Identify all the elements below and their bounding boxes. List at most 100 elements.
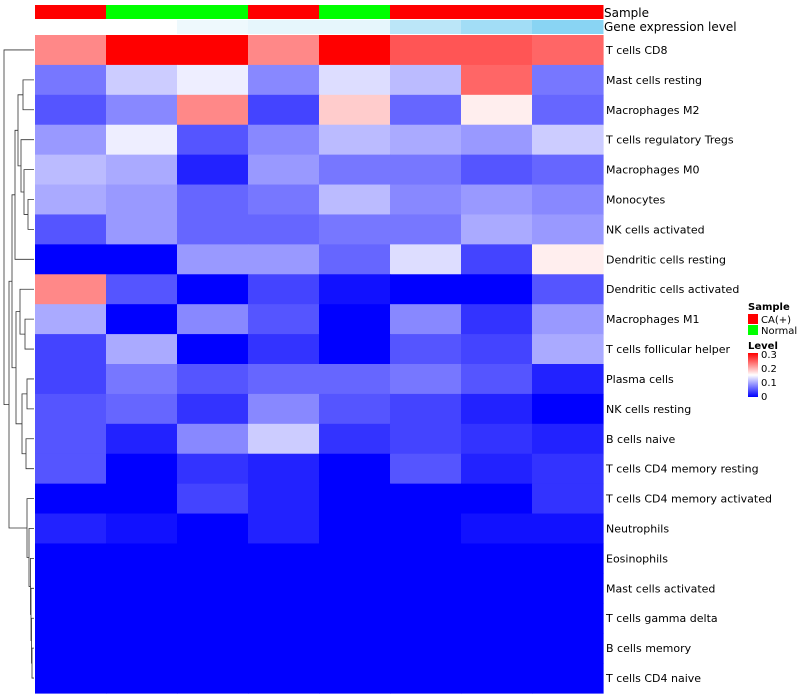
- heatmap-cell: [390, 154, 462, 186]
- heatmap-cell: [461, 124, 533, 156]
- heatmap-cell: [532, 453, 604, 485]
- heatmap-cell: [35, 244, 107, 275]
- heatmap-cell: [177, 64, 249, 96]
- heatmap-cell: [248, 393, 320, 425]
- heatmap-cell: [461, 214, 533, 245]
- heatmap-cell: [532, 184, 604, 216]
- gene-expression-annotation-cell: [319, 20, 391, 34]
- legend-label-ca-positive: CA(+): [761, 315, 791, 326]
- heatmap-cell: [106, 334, 178, 365]
- heatmap-cell: [390, 603, 462, 634]
- heatmap-cell: [106, 94, 178, 126]
- legend-tick-0-2: 0.2: [761, 364, 777, 375]
- heatmap-cell: [390, 393, 462, 425]
- row-label: T cells follicular helper: [605, 343, 731, 356]
- heatmap-cell: [35, 543, 107, 574]
- heatmap-cell: [248, 663, 320, 694]
- heatmap-cell: [461, 603, 533, 634]
- heatmap-cell: [390, 633, 462, 664]
- heatmap-cell: [319, 94, 391, 126]
- heatmap-cell: [177, 573, 249, 604]
- heatmap-cell: [35, 573, 107, 604]
- row-label: Eosinophils: [606, 552, 668, 565]
- heatmap-cell: [319, 304, 391, 335]
- heatmap-cell: [35, 274, 107, 305]
- heatmap-cell: [461, 393, 533, 425]
- heatmap-cell: [106, 154, 178, 186]
- heatmap-cell: [461, 94, 533, 126]
- dendrogram-branch: [28, 528, 34, 587]
- heatmap-cell: [248, 423, 320, 455]
- heatmap-cell: [390, 244, 462, 275]
- heatmap-cell: [177, 393, 249, 425]
- row-label: Macrophages M1: [606, 313, 699, 326]
- heatmap-cell: [532, 274, 604, 305]
- legend-sample-title: Sample: [748, 302, 790, 313]
- sample-annotation-cell: [390, 5, 462, 19]
- heatmap-cell: [35, 483, 107, 515]
- heatmap-cell: [248, 35, 320, 66]
- heatmap-cell: [390, 573, 462, 604]
- row-label: B cells naive: [606, 433, 675, 446]
- gene-expression-annotation-label: Gene expression level: [604, 20, 737, 34]
- heatmap-cell: [177, 364, 249, 395]
- heatmap-cell: [35, 603, 107, 634]
- heatmap-cell: [319, 423, 391, 455]
- heatmap-cell: [106, 214, 178, 245]
- heatmap-cell: [177, 214, 249, 245]
- heatmap-cell: [177, 663, 249, 694]
- row-label: T cells regulatory Tregs: [605, 134, 734, 147]
- heatmap-cell: [461, 35, 533, 66]
- heatmap-cell: [177, 513, 249, 545]
- dendrogram-branch: [3, 49, 34, 406]
- row-label: Mast cells resting: [606, 74, 702, 87]
- row-label: NK cells resting: [606, 403, 691, 416]
- dendrogram-branch: [26, 498, 34, 558]
- heatmap-cell: [248, 633, 320, 664]
- heatmap-cell: [532, 154, 604, 186]
- heatmap-cell: [532, 64, 604, 96]
- heatmap-cell: [106, 35, 178, 66]
- heatmap-cell: [248, 94, 320, 126]
- heatmap-cell: [461, 543, 533, 574]
- heatmap-cell: [177, 483, 249, 515]
- heatmap-cell: [461, 423, 533, 455]
- heatmap-cell: [35, 154, 107, 186]
- heatmap-cell: [532, 633, 604, 664]
- heatmap-cell: [532, 244, 604, 275]
- heatmap-cell: [106, 393, 178, 425]
- heatmap-cell: [390, 124, 462, 156]
- heatmap-cell: [532, 603, 604, 634]
- heatmap-cell: [390, 184, 462, 216]
- heatmap-cell: [390, 35, 462, 66]
- heatmap-cell: [35, 334, 107, 365]
- heatmap-cell: [35, 423, 107, 455]
- dendrogram-branch: [25, 438, 34, 470]
- row-label: T cells CD4 memory activated: [605, 493, 772, 506]
- gene-expression-annotation-cell: [248, 20, 320, 34]
- heatmap-cell: [248, 64, 320, 96]
- heatmap-cell: [461, 364, 533, 395]
- gene-expression-annotation-cell: [461, 20, 533, 34]
- legend-tick-0: 0: [761, 392, 767, 403]
- row-dendrogram: [3, 49, 34, 679]
- heatmap-cell: [390, 214, 462, 245]
- heatmap-cell: [532, 483, 604, 515]
- heatmap-cell: [248, 124, 320, 156]
- heatmap-cell: [390, 364, 462, 395]
- heatmap-cell: [177, 543, 249, 574]
- heatmap-cell: [461, 633, 533, 664]
- row-label: NK cells activated: [606, 223, 705, 236]
- heatmap-cell: [177, 423, 249, 455]
- gene-expression-annotation-bar: [35, 19, 604, 34]
- heatmap-cell: [461, 663, 533, 694]
- gene-expression-annotation-cell: [35, 20, 107, 34]
- heatmap-cell: [106, 603, 178, 634]
- heatmap-cell: [248, 154, 320, 186]
- sample-annotation-cell: [177, 5, 249, 19]
- heatmap-cell: [106, 274, 178, 305]
- heatmap-cell: [319, 214, 391, 245]
- heatmap-cell: [177, 334, 249, 365]
- heatmap-cell: [35, 124, 107, 156]
